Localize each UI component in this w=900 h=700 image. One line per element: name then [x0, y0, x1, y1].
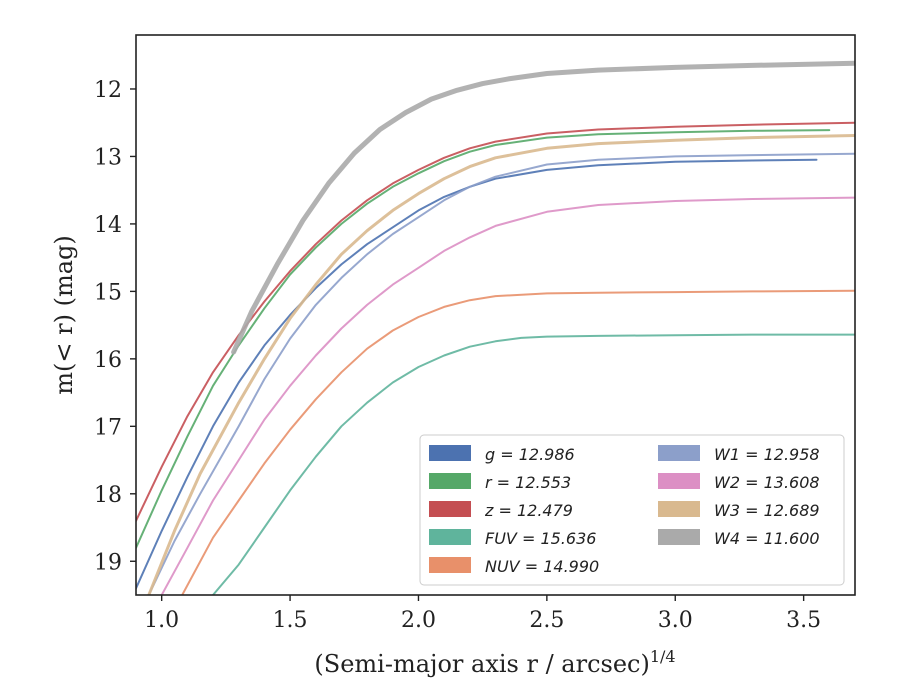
series-line-w1 — [147, 152, 855, 595]
y-axis: 12 13 14 15 16 17 18 19 — [94, 78, 136, 575]
plot-frame — [135, 34, 856, 596]
x-axis: 1.0 1.5 2.0 2.5 3.0 3.5 — [144, 595, 821, 633]
legend-swatch-nuv — [429, 557, 471, 573]
series-line-nuv — [181, 289, 855, 595]
x-axis-label-superscript: 1/4 — [650, 647, 676, 666]
x-tick-label: 1.0 — [144, 608, 179, 633]
series-line-z — [136, 121, 855, 522]
legend-swatch-w3 — [658, 501, 700, 517]
x-tick-label: 3.5 — [786, 608, 821, 633]
y-tick-label: 12 — [94, 78, 122, 103]
legend-label-g: g = 12.986 — [485, 445, 575, 464]
legend-label-w4: W4 = 11.600 — [714, 529, 820, 548]
y-tick-label: 19 — [94, 550, 122, 575]
legend-swatch-w1 — [658, 445, 700, 461]
legend-label-fuv: FUV = 15.636 — [485, 529, 596, 548]
series-line-r — [136, 129, 831, 549]
y-tick-label: 14 — [94, 213, 122, 238]
y-tick-label: 16 — [94, 348, 122, 373]
series-layer — [136, 60, 855, 595]
y-tick-label: 15 — [94, 280, 122, 305]
y-axis-label: m(< r) (mag) — [50, 235, 78, 394]
legend-label-z: z = 12.479 — [484, 501, 573, 520]
x-axis-label: (Semi-major axis r / arcsec)1/4 — [314, 647, 675, 678]
series-line-g — [136, 158, 818, 590]
legend-swatch-w4 — [658, 529, 700, 545]
legend-swatch-r — [429, 473, 471, 489]
legend-swatch-w2 — [658, 473, 700, 489]
legend-swatch-fuv — [429, 529, 471, 545]
legend-swatch-g — [429, 445, 471, 461]
legend-box — [419, 434, 845, 586]
x-tick-label: 1.5 — [273, 608, 308, 633]
legend-swatch-z — [429, 501, 471, 517]
y-tick-label: 18 — [94, 483, 122, 508]
legend-label-w2: W2 = 13.608 — [714, 473, 820, 492]
legend: g = 12.986 r = 12.553 z = 12.479 FUV = 15.6… — [419, 434, 845, 586]
y-tick-label: 13 — [94, 145, 122, 170]
legend-label-w1: W1 = 12.958 — [714, 445, 820, 464]
series-line-w4 — [231, 60, 855, 355]
legend-label-w3: W3 = 12.689 — [714, 501, 820, 520]
series-line-w2 — [160, 196, 855, 595]
x-tick-label: 2.5 — [529, 608, 564, 633]
legend-label-nuv: NUV = 14.990 — [485, 557, 599, 576]
legend-label-r: r = 12.553 — [485, 473, 571, 492]
series-line-w3 — [147, 134, 855, 595]
series-line-fuv — [212, 333, 855, 595]
y-tick-label: 17 — [94, 415, 122, 440]
x-tick-label: 2.0 — [401, 608, 436, 633]
x-tick-label: 3.0 — [658, 608, 693, 633]
